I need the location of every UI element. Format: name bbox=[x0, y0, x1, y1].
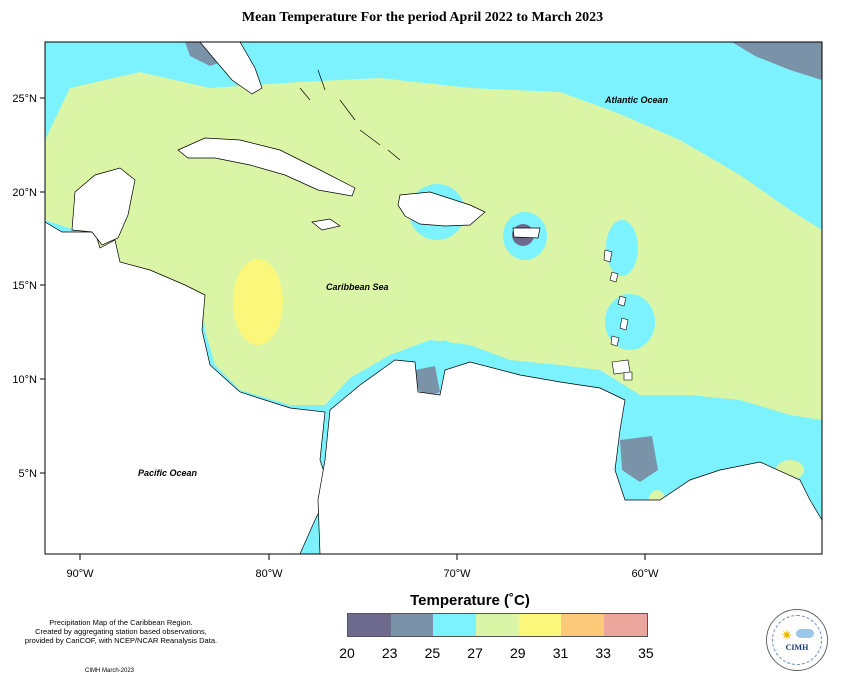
logo-abbr: CIMH bbox=[785, 643, 809, 652]
land-puerto-rico bbox=[512, 227, 541, 239]
lon-tick-label: 90°W bbox=[66, 568, 94, 580]
legend-tick-label: 35 bbox=[638, 645, 654, 661]
cool-patch-leewards bbox=[606, 220, 638, 276]
cloud-icon bbox=[796, 629, 814, 638]
source-note-line: Precipitation Map of the Caribbean Regio… bbox=[49, 618, 193, 627]
source-note-line: provided by CariCOF, with NCEP/NCAR Rean… bbox=[24, 636, 218, 645]
logo-ring bbox=[772, 615, 822, 665]
legend-swatch bbox=[390, 614, 434, 636]
legend-tick-label: 29 bbox=[510, 645, 526, 661]
lat-axis: 25°N 20°N 15°N 10°N 5°N bbox=[12, 93, 45, 480]
lon-tick-label: 80°W bbox=[255, 568, 283, 580]
caribbean-sea-label: Caribbean Sea bbox=[326, 282, 389, 292]
legend-ticks: 20 23 25 27 29 31 33 35 bbox=[327, 645, 667, 665]
legend-colorbar bbox=[347, 613, 648, 637]
slate-patch-northeast bbox=[732, 42, 822, 80]
legend-tick-label: 33 bbox=[595, 645, 611, 661]
slate-patch-maracaibo bbox=[415, 366, 440, 398]
land-bahamas bbox=[299, 69, 401, 161]
land-trinidad bbox=[611, 359, 631, 375]
land-hispaniola bbox=[397, 191, 486, 227]
lon-tick-label: 60°W bbox=[631, 568, 659, 580]
legend-swatch bbox=[561, 614, 605, 636]
lat-tick-label: 10°N bbox=[12, 374, 37, 386]
lon-tick-label: 70°W bbox=[443, 568, 471, 580]
cimh-logo: ✷ CIMH bbox=[766, 609, 828, 671]
legend-tick-label: 25 bbox=[424, 645, 441, 661]
legend-swatch bbox=[433, 614, 477, 636]
legend-tick-label: 27 bbox=[467, 645, 483, 661]
legend-title: Temperature (˚C) bbox=[410, 592, 530, 609]
slate-patch-guianas bbox=[620, 436, 658, 482]
credit-note: CIMH March-2023 bbox=[85, 668, 135, 674]
legend-swatch bbox=[476, 614, 519, 636]
lat-tick-label: 25°N bbox=[12, 93, 37, 105]
cool-patch-windwards bbox=[605, 294, 655, 350]
legend-swatch bbox=[604, 614, 647, 636]
pacific-ocean-label: Pacific Ocean bbox=[138, 468, 198, 478]
map-frame bbox=[44, 41, 823, 555]
hot-spot-yellow bbox=[233, 259, 283, 345]
source-note-line: Created by aggregating station based obs… bbox=[35, 627, 207, 636]
lon-axis: 90°W 80°W 70°W 60°W bbox=[66, 554, 659, 580]
lat-tick-label: 5°N bbox=[19, 468, 38, 480]
legend-tick-label: 31 bbox=[552, 645, 569, 661]
land-central-america bbox=[45, 221, 331, 554]
map-title: Mean Temperature For the period April 20… bbox=[241, 10, 604, 25]
land-cuba bbox=[177, 137, 356, 197]
sun-icon: ✷ bbox=[781, 627, 793, 643]
source-note: Precipitation Map of the Caribbean Regio… bbox=[10, 618, 232, 645]
legend-swatch bbox=[348, 614, 391, 636]
land-jamaica bbox=[311, 218, 341, 231]
lat-tick-label: 20°N bbox=[12, 187, 37, 199]
legend-tick-label: 20 bbox=[339, 645, 355, 661]
land-lesser-antilles bbox=[603, 249, 633, 381]
legend-swatch bbox=[518, 614, 562, 636]
land-yucatan bbox=[71, 167, 136, 246]
lat-tick-label: 15°N bbox=[12, 280, 37, 292]
atlantic-ocean-label: Atlantic Ocean bbox=[604, 95, 669, 105]
legend-tick-label: 23 bbox=[381, 645, 398, 661]
land-florida bbox=[199, 42, 263, 95]
land-south-america bbox=[317, 359, 822, 554]
